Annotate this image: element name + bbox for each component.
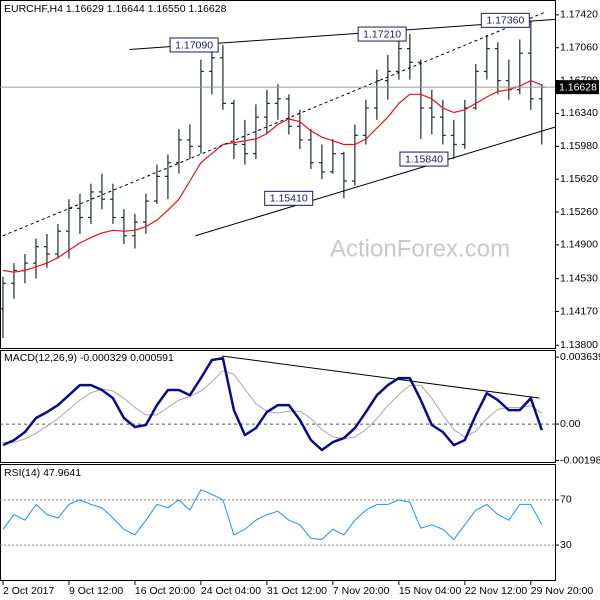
- y-tick-label: 30: [560, 539, 572, 551]
- y-tick-label: 1.15980: [560, 140, 598, 152]
- last-price-box: [556, 80, 599, 95]
- price-annotation: 1.17210: [363, 28, 401, 40]
- y-tick-label: 1.17060: [560, 42, 598, 54]
- x-tick-label: 31 Oct 12:00: [267, 585, 327, 597]
- price-annotation-box: [264, 190, 314, 206]
- moving-average: [2, 79, 543, 273]
- price-annotation: 1.17090: [175, 39, 213, 51]
- y-tick-label: 1.15260: [560, 206, 598, 218]
- rsi-panel: [0, 464, 556, 581]
- y-tick-label: 1.14170: [560, 305, 598, 317]
- panel-title: EURCHF,H4 1.16629 1.16644 1.16550 1.1662…: [4, 3, 227, 15]
- x-tick-label: 16 Oct 20:00: [135, 585, 195, 597]
- panel-title: MACD(12,26,9) -0.000329 0.000591: [4, 352, 174, 364]
- y-tick-label: 1.17420: [560, 9, 598, 21]
- y-tick-label: 0.00: [560, 418, 581, 430]
- y-tick-label: 1.13800: [560, 339, 598, 351]
- x-tick-label: 15 Nov 04:00: [399, 585, 462, 597]
- x-tick-label: 7 Nov 20:00: [333, 585, 390, 597]
- trendline: [221, 355, 540, 399]
- indicator-line: [2, 489, 543, 540]
- price-annotation-box: [169, 37, 219, 53]
- watermark: ActionForex.com: [330, 235, 510, 262]
- x-tick-label: 24 Oct 04:00: [201, 585, 261, 597]
- price-annotation-box: [357, 26, 407, 42]
- trendline: [195, 126, 556, 237]
- y-tick-label: 1.15620: [560, 173, 598, 185]
- macd-panel: [0, 350, 556, 463]
- x-tick-label: 29 Nov 20:00: [531, 585, 594, 597]
- x-tick-label: 2 Oct 2017: [3, 585, 55, 597]
- trendline: [2, 11, 546, 237]
- price-annotation-box: [480, 12, 530, 28]
- price-annotation: 1.15840: [405, 153, 443, 165]
- y-tick-label: 1.14900: [560, 239, 598, 251]
- price-annotation: 1.17360: [486, 15, 524, 27]
- last-price-label: 1.16628: [559, 81, 597, 93]
- indicator-line: [3, 370, 543, 443]
- x-tick-label: 22 Nov 12:00: [465, 585, 528, 597]
- indicator-line: [2, 356, 543, 452]
- panel-title: RSI(14) 47.9641: [4, 467, 81, 479]
- y-tick-label: 1.16340: [560, 107, 598, 119]
- price-panel: [0, 0, 556, 349]
- y-tick-label: 1.14530: [560, 272, 598, 284]
- price-annotation-box: [399, 151, 449, 167]
- y-tick-label: 70: [560, 494, 572, 506]
- x-tick-label: 9 Oct 12:00: [69, 585, 123, 597]
- y-tick-label: 0.003639: [560, 351, 600, 363]
- y-tick-label: -0.001984: [560, 454, 600, 466]
- price-annotation: 1.15410: [270, 193, 308, 205]
